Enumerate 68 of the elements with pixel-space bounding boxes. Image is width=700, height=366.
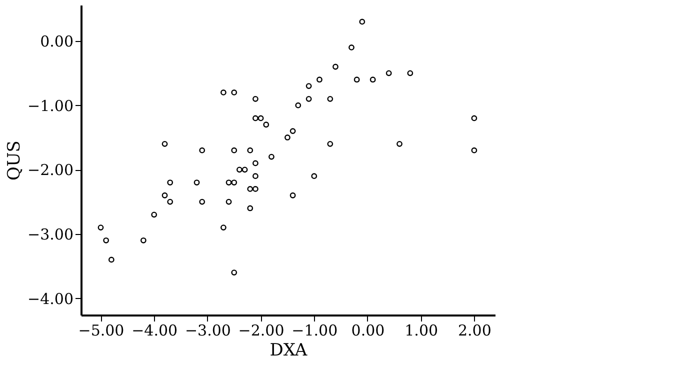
point <box>231 270 238 276</box>
point <box>199 147 206 154</box>
point <box>252 173 258 180</box>
point <box>231 147 238 154</box>
x-axis-title: DXA <box>270 340 308 360</box>
point <box>242 166 248 173</box>
point <box>348 44 354 50</box>
x-tick-label: −3.00 <box>184 322 231 340</box>
point <box>162 140 168 147</box>
point <box>354 76 360 83</box>
point <box>199 198 206 205</box>
x-tick-label: 0.00 <box>351 322 385 340</box>
point <box>98 224 104 230</box>
point <box>471 147 478 154</box>
point <box>359 18 366 25</box>
point <box>386 70 392 76</box>
point <box>151 212 158 218</box>
point <box>252 160 258 166</box>
x-tick-label: −4.00 <box>132 322 178 340</box>
point <box>167 198 174 205</box>
point <box>108 256 114 263</box>
point <box>284 134 290 140</box>
y-tick-label: −1.00 <box>28 96 74 115</box>
y-tick-label: −4.00 <box>28 290 74 308</box>
point <box>306 96 312 102</box>
point <box>247 186 254 192</box>
point <box>103 237 110 244</box>
y-tick-label: 0.00 <box>40 32 74 51</box>
point <box>290 128 296 134</box>
y-axis-title: QUS <box>4 140 25 180</box>
point <box>327 96 334 102</box>
point <box>290 192 296 198</box>
point <box>247 147 254 154</box>
x-tick-label: −5.00 <box>78 322 124 340</box>
point <box>162 192 168 198</box>
point <box>220 224 226 230</box>
point <box>370 76 376 83</box>
point <box>236 166 242 173</box>
point <box>252 186 258 192</box>
point <box>258 115 264 122</box>
point <box>471 115 478 122</box>
point <box>327 140 334 147</box>
point <box>231 180 238 186</box>
point <box>407 70 414 76</box>
point <box>226 180 232 186</box>
point <box>332 64 338 70</box>
x-tick-label: 1.00 <box>404 322 438 340</box>
point <box>263 122 270 128</box>
point <box>194 180 200 186</box>
point <box>311 173 318 180</box>
point <box>268 154 274 160</box>
point <box>167 180 174 186</box>
y-tick-label: −2.00 <box>28 161 74 180</box>
x-tick-label: −1.00 <box>292 322 338 340</box>
point <box>226 198 232 205</box>
x-tick-label: −2.00 <box>238 322 284 340</box>
point <box>252 115 258 122</box>
x-tick-label: 2.00 <box>458 322 492 340</box>
point <box>220 90 226 96</box>
point <box>231 90 238 96</box>
point <box>396 140 402 147</box>
y-tick-label: −3.00 <box>28 225 74 244</box>
point <box>306 83 312 89</box>
point <box>140 237 146 244</box>
point <box>247 205 254 212</box>
point <box>295 102 302 108</box>
point <box>252 96 258 102</box>
point <box>316 76 322 83</box>
